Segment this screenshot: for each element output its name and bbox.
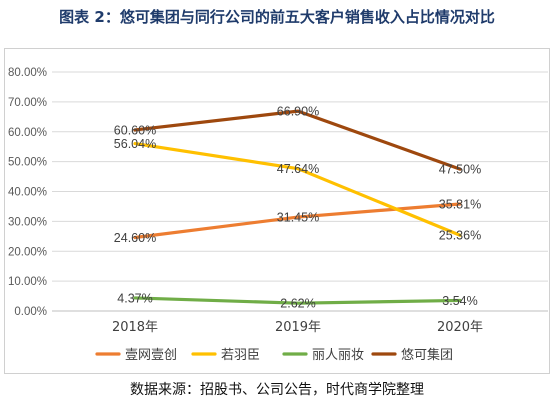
y-tick-label: 40.00% [8,187,47,199]
y-tick-label: 0.00% [14,306,47,318]
y-tick-label: 10.00% [8,276,47,288]
x-tick-label: 2020年 [437,320,483,335]
series-line-4 [133,109,462,171]
legend-label: 丽人丽妆 [312,348,364,363]
legend-label: 壹网壹创 [125,348,177,363]
data-label: 47.64% [277,162,319,176]
y-axis-ticks: 0.00% 10.00% 20.00% 30.00% 40.00% 50.00% 60.00… [8,67,47,318]
x-tick-label: 2019年 [275,320,321,335]
data-label: 25.36% [439,229,481,243]
series-line-1 [133,202,462,240]
chart-frame [4,48,550,374]
y-tick-label: 80.00% [8,67,47,79]
y-tick-label: 20.00% [8,246,47,258]
y-tick-label: 70.00% [8,97,47,109]
y-tick-label: 60.00% [8,127,47,139]
y-tick-label: 50.00% [8,157,47,169]
legend-item: 丽人丽妆 [282,348,364,363]
series-lines [133,109,462,305]
y-tick-label: 30.00% [8,216,47,228]
chart-title: 图表 2：悠可集团与同行公司的前五大客户销售收入占比情况对比 [59,8,495,26]
legend-item: 若羽臣 [191,347,260,363]
data-label: 24.60% [114,231,156,245]
source-note: 数据来源：招股书、公司公告，时代商学院整理 [130,382,424,398]
data-label: 31.45% [277,211,319,225]
x-axis-ticks: 2018年 2019年 2020年 [112,320,483,335]
legend: 壹网壹创 若羽臣 丽人丽妆 悠可集团 [95,347,453,363]
data-label: 35.81% [439,198,481,212]
data-label: 66.90% [277,105,319,119]
data-labels: 24.60% 31.45% 35.81% 56.04% 47.64% 25.36% 4.37… [114,105,481,311]
data-label: 2.62% [280,297,315,311]
x-tick-label: 2018年 [112,320,158,335]
gridlines [52,71,548,312]
series-line-3 [133,296,462,305]
data-label: 47.50% [439,163,481,177]
legend-label: 若羽臣 [221,347,260,363]
legend-item: 壹网壹创 [95,348,177,363]
data-label: 4.37% [117,291,152,305]
series-line-2 [133,141,462,237]
legend-item: 悠可集团 [371,347,453,363]
data-label: 3.54% [442,294,477,308]
data-label: 60.60% [114,123,156,137]
data-label: 56.04% [114,137,156,151]
legend-label: 悠可集团 [401,347,453,363]
